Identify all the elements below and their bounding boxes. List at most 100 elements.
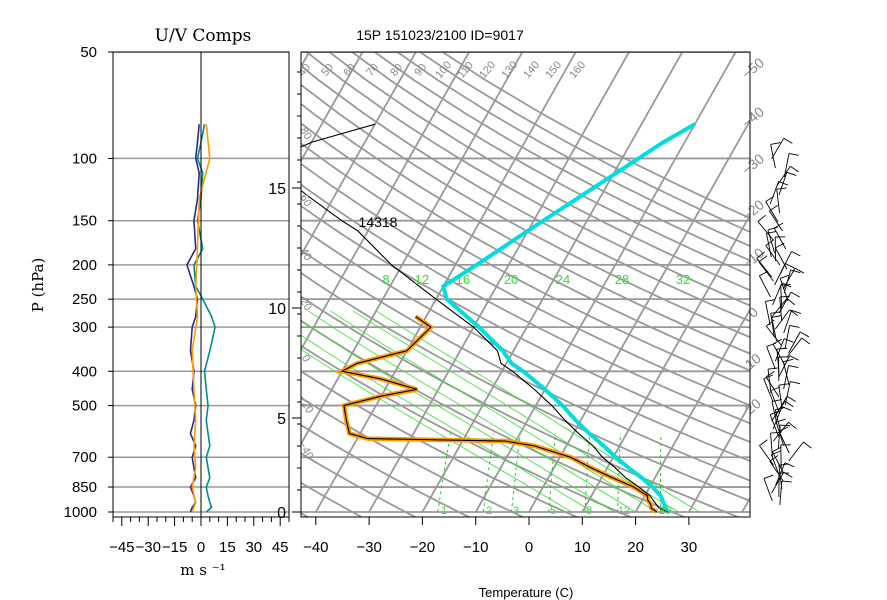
isotherm-label-right: −20	[739, 196, 768, 224]
isotherm-line	[368, 52, 630, 513]
dry-adiabat-line	[305, 52, 750, 307]
wind-barb-flag	[783, 338, 794, 343]
wind-barb-flag	[786, 171, 797, 177]
wind-barb-staff	[765, 201, 779, 223]
wind-barb-staff	[782, 267, 796, 290]
wind-barb-staff	[772, 282, 783, 306]
uv-ytick-label: 700	[72, 449, 97, 466]
temperature-tick-label: −20	[410, 539, 435, 556]
height-annotation: 14318	[359, 214, 398, 230]
isotherm-label-left: 80	[297, 125, 314, 142]
wind-barb-staff	[765, 245, 781, 266]
uv-series-line	[191, 124, 211, 513]
wind-barb-staff	[778, 355, 791, 378]
wind-barb-staff	[766, 346, 776, 370]
theta-e-label: 12	[415, 272, 429, 287]
wind-barb-flag	[791, 309, 802, 314]
isotherm-line	[301, 52, 417, 258]
theta-e-label: 32	[676, 272, 690, 287]
wind-barb-staff	[783, 365, 789, 390]
uv-ytick-label: 400	[72, 363, 97, 380]
mixing-ratio-label: 12	[618, 505, 630, 517]
dry-adiabat-line	[301, 64, 750, 323]
isotherm-line	[634, 307, 750, 513]
temperature-tick-label: 30	[681, 539, 698, 556]
temperature-tick-label: −10	[463, 539, 488, 556]
dry-adiabat-line	[301, 424, 472, 517]
mixing-ratio-label: 20	[659, 505, 671, 517]
mixing-ratio-line	[584, 433, 591, 513]
wind-barb-staff	[774, 338, 785, 362]
wind-barb-staff	[773, 227, 787, 250]
wind-barb-staff	[783, 310, 792, 334]
wind-barb-flag	[780, 274, 790, 279]
wind-barb-flag	[772, 338, 782, 345]
skewt-frame	[300, 51, 751, 518]
isotherm-label-left: 0	[299, 353, 312, 364]
dry-adiabat-line	[301, 295, 741, 517]
wind-barb-flag	[778, 383, 789, 386]
wind-barb-flag	[770, 386, 781, 392]
wind-barb-flag	[772, 446, 782, 453]
wind-barb-flag	[790, 269, 801, 274]
height-tick-label: 15	[268, 181, 286, 198]
wind-barb-staff	[765, 301, 771, 326]
isotherm-label-right: −30	[739, 150, 768, 178]
wind-barb-flag	[784, 462, 795, 468]
dry-adiabat-line	[301, 204, 750, 443]
dry-adiabat-line	[350, 52, 750, 277]
wind-barb-staff	[778, 385, 783, 410]
wind-barb-flag	[759, 439, 768, 446]
wind-barb-staff	[774, 396, 788, 418]
dry-adiabat-label: 140	[521, 59, 542, 81]
wind-barb-staff	[768, 210, 783, 232]
wind-barb-staff	[757, 221, 774, 241]
dry-adiabat-line	[301, 370, 579, 517]
isotherm-label-left: −40	[296, 439, 316, 461]
theta-e-label: 8	[382, 272, 389, 287]
wind-barb-flag	[763, 374, 774, 380]
theta-e-label: 28	[615, 272, 629, 287]
height-tick-label: 5	[277, 411, 286, 428]
mixing-ratio-label: 3	[513, 505, 519, 517]
wind-barb-staff	[759, 445, 774, 466]
dry-adiabat-line	[301, 183, 750, 425]
skewt-panel: 15P 151023/2100 ID=9017 Temperature (C) …	[0, 27, 768, 600]
wind-barb-flag	[791, 251, 801, 257]
dry-adiabat-label: 70	[364, 62, 381, 79]
isotherm-line	[301, 52, 470, 352]
theta-e-label: 16	[456, 272, 470, 287]
wind-barb-staff	[779, 278, 789, 302]
isotherm-line	[0, 52, 96, 512]
parcel-profile	[440, 122, 696, 513]
wind-barb-flag	[756, 251, 765, 259]
isotherm-line	[0, 52, 149, 512]
wind-barb-flag	[801, 337, 810, 345]
dry-adiabat-line	[301, 319, 687, 517]
mixing-ratio-label: 2	[486, 505, 492, 517]
wind-barb-flag	[789, 325, 800, 328]
mixing-ratio-label: 8	[586, 505, 592, 517]
uv-ytick-label: 850	[72, 479, 97, 496]
wind-barb-staff	[788, 441, 804, 462]
isotherm-label-left: 40	[297, 246, 314, 263]
wind-barb-staff	[756, 257, 772, 278]
wind-barb-staff	[776, 189, 781, 214]
wind-barb-staff	[786, 337, 803, 358]
isotherm-line	[741, 496, 750, 513]
wind-barb-staff	[784, 381, 791, 406]
uv-ytick-label: 50	[80, 44, 97, 61]
wind-barb-flag	[765, 371, 775, 378]
wind-barb-staff	[788, 331, 801, 354]
height-tick-label: 0	[277, 505, 286, 522]
isotherm-line	[301, 52, 364, 163]
uv-title: U/V Comps	[155, 26, 252, 46]
isotherm-line	[421, 52, 684, 513]
moist-adiabat-line	[375, 310, 700, 513]
wind-barb-flag	[771, 399, 782, 402]
wind-barb-flag	[789, 309, 798, 317]
wind-barb-flag	[783, 471, 793, 478]
wind-barb-staff	[769, 460, 784, 482]
wind-barb-flag	[770, 431, 781, 434]
wind-barb-flag	[786, 298, 796, 306]
